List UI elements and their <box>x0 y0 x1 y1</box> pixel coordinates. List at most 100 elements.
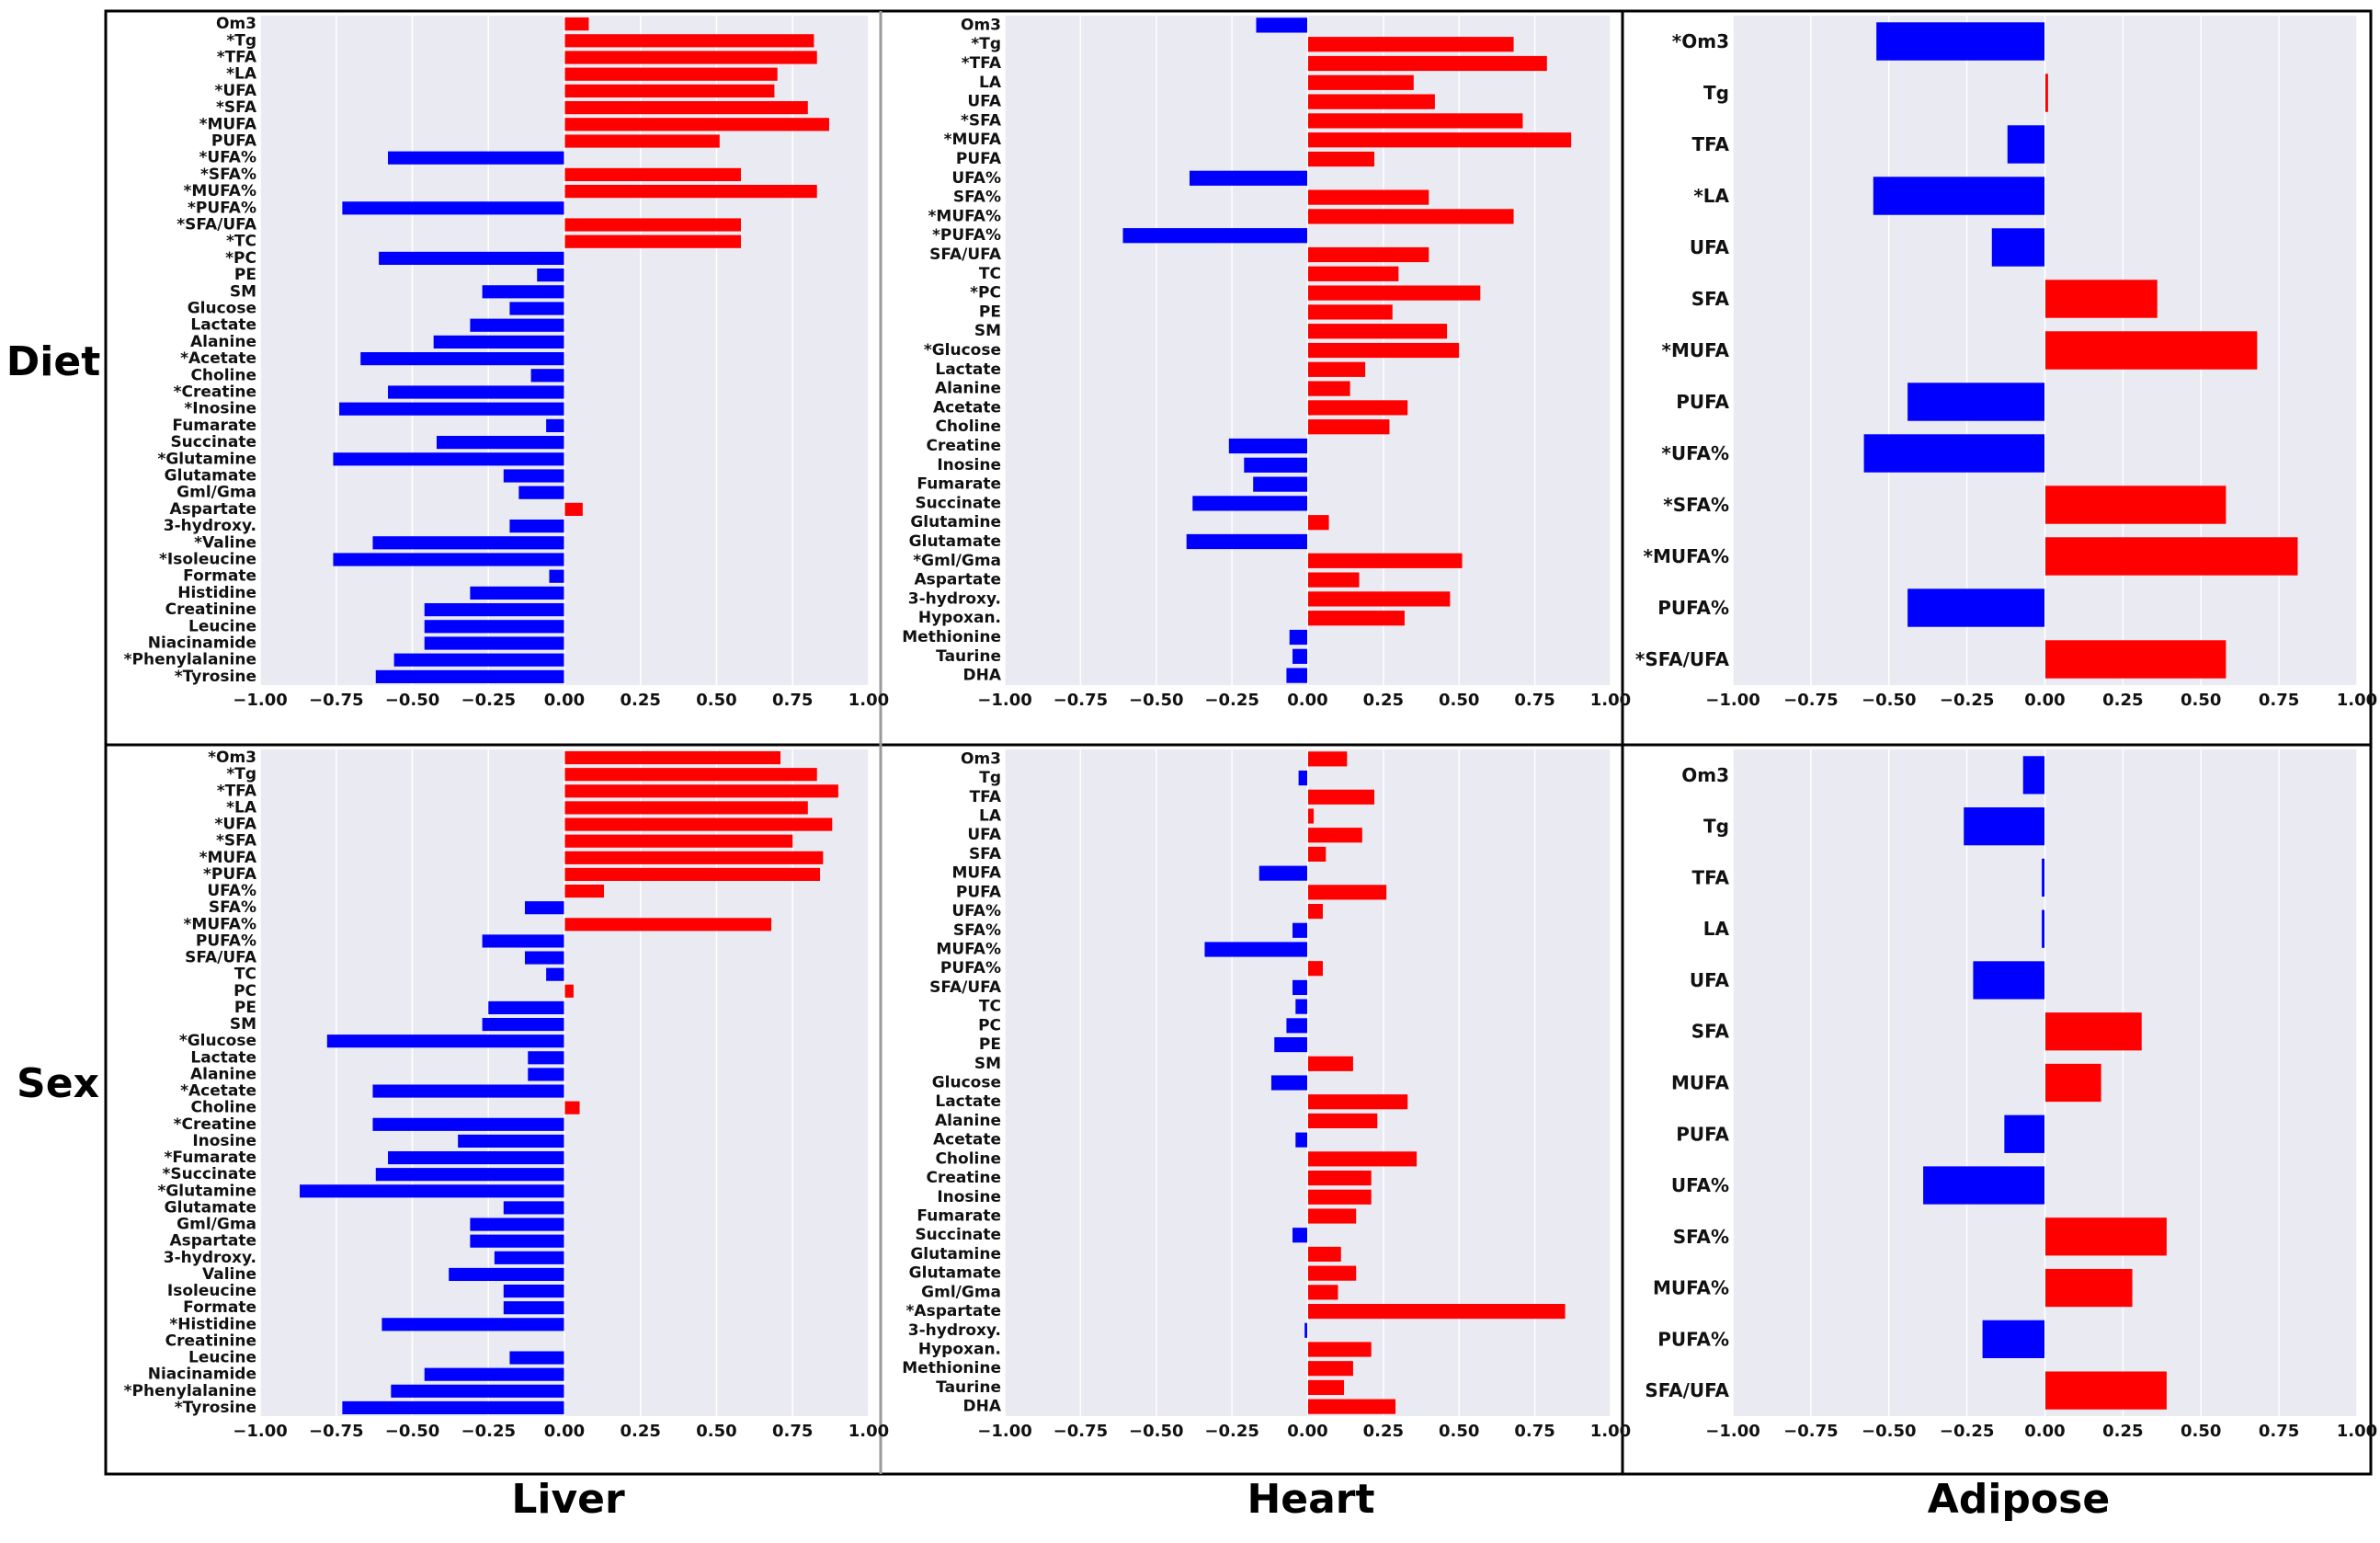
panel-sex-heart-category-label: Glutamine <box>910 1245 1001 1263</box>
panel-sex-liver-bar-sig-glutamine <box>300 1184 564 1198</box>
panel-diet-heart-category-label: LA <box>979 74 1002 92</box>
panel-sex-heart-category-label: LA <box>979 807 1002 826</box>
panel-sex-heart-bar-creatine <box>1307 1170 1372 1186</box>
panel-sex-liver-x-tick-label: 0.25 <box>621 1422 661 1441</box>
panel-diet-heart-bar-lactate <box>1307 361 1366 377</box>
panel-diet-heart-category-label: Succinate <box>915 494 1001 512</box>
panel-sex-liver-category-label: *PUFA <box>203 865 257 884</box>
panel-sex-heart-bar-fumarate <box>1307 1208 1357 1224</box>
panel-diet-heart-category-label: *TFA <box>962 54 1002 73</box>
panel-diet-liver-bar-sig-glutamine <box>333 452 564 466</box>
panel-sex-liver-bar-3-hydroxy <box>494 1251 564 1264</box>
column-label-liver: Liver <box>511 1476 625 1523</box>
panel-sex-liver-category-label: *MUFA <box>199 849 257 867</box>
panel-sex-liver-bar-sig-tyrosine <box>342 1400 564 1415</box>
panel-diet-liver-category-label: *SFA% <box>200 166 256 184</box>
panel-diet-liver-x-tick-label: 0.50 <box>696 691 736 710</box>
panel-diet-liver-bar-succinate <box>436 436 564 450</box>
panel-diet-heart-bar-hypoxan <box>1307 611 1405 626</box>
panel-sex-liver-bar-sig-mufa-pct <box>564 918 772 932</box>
panel-sex-heart-category-label: TFA <box>970 788 1002 806</box>
panel-sex-heart-bar-taurine <box>1307 1379 1345 1396</box>
panel-sex-heart-category-label: SFA% <box>953 921 1001 940</box>
panel-sex-liver-category-label: *Tg <box>226 765 256 783</box>
panel-sex-liver-bar-sig-glucose <box>326 1034 564 1048</box>
panel-sex-heart-bar-inosine <box>1307 1189 1372 1205</box>
panel-diet-adipose-category-label: *MUFA% <box>1644 545 1730 567</box>
panel-sex-heart-x-tick-label: −0.75 <box>1053 1422 1109 1441</box>
panel-sex-heart-category-label: UFA% <box>951 902 1001 920</box>
panel-diet-heart-x-tick-label: 0.00 <box>1287 691 1327 710</box>
panel-sex-heart-category-label: PUFA% <box>940 959 1001 977</box>
panel-sex-heart-bar-lactate <box>1307 1094 1408 1110</box>
panel-sex-adipose-x-tick-label: 0.25 <box>2102 1422 2143 1441</box>
panel-diet-liver-bar-sig-isoleucine <box>333 553 564 566</box>
panel-diet-liver-category-label: *PC <box>225 249 256 268</box>
panel-diet-heart-x-tick-label: 0.75 <box>1514 691 1554 710</box>
panel-sex-liver-bar-formate <box>503 1301 564 1315</box>
panel-diet-heart-category-label: Hypoxan. <box>918 609 1001 627</box>
panel-sex-adipose-bar-sfa <box>2044 1012 2142 1051</box>
panel-diet-heart-category-label: *Tg <box>971 35 1001 53</box>
panel-sex-heart-bar-sfa-pct <box>1292 922 1308 938</box>
panel-diet-liver-x-tick-label: 0.00 <box>544 691 585 710</box>
panel-diet-heart-x-tick-label: 0.25 <box>1363 691 1404 710</box>
panel-diet-liver-bar-sig-pc <box>379 251 564 265</box>
panel-sex-adipose-bar-pufa-pct <box>1982 1320 2045 1358</box>
panel-sex-heart-bar-glutamate <box>1307 1265 1357 1281</box>
panel-diet-heart-bar-pe <box>1307 304 1393 320</box>
panel-sex-heart-category-label: PE <box>979 1035 1001 1054</box>
panel-sex-adipose-category-label: PUFA% <box>1657 1328 1729 1350</box>
panel-diet-adipose-category-label: UFA <box>1690 236 1730 258</box>
panel-sex-heart-category-label: MUFA% <box>936 941 1001 959</box>
panel-diet-heart-category-label: *SFA <box>961 111 1002 130</box>
panel-diet-heart-bar-sig-pufa-pct <box>1122 228 1308 244</box>
panel-diet-heart-bar-3-hydroxy <box>1307 591 1451 607</box>
panel-sex-heart-category-label: Glucose <box>932 1074 1001 1092</box>
panel-sex-liver-bar-sig-fumarate <box>388 1150 564 1165</box>
panel-sex-heart-bar-pufa-pct <box>1307 961 1323 977</box>
panel-diet-liver-bar-alanine <box>433 335 564 349</box>
panel-diet-adipose-bar-sig-mufa-pct <box>2044 537 2298 576</box>
panel-diet-adipose-category-label: *SFA/UFA <box>1635 648 1730 670</box>
panel-diet-liver-bar-leucine <box>424 620 564 634</box>
panel-diet-liver-category-label: *Inosine <box>184 400 256 418</box>
panel-diet-adipose: *Om3 Tg TFA *LA UFA SFA *MUFA PUFA *UFA% *SFA% *MU… <box>1635 16 2377 710</box>
panel-diet-heart-category-label: Taurine <box>936 647 1001 666</box>
panel-diet-adipose-x-tick-label: 0.50 <box>2181 691 2221 710</box>
panel-diet-adipose-bar-ufa <box>1991 228 2045 267</box>
panel-sex-adipose-bar-om3 <box>2022 756 2045 794</box>
panel-sex-heart-bar-pc <box>1286 1018 1308 1034</box>
panel-diet-liver-bar-sig-ufa <box>564 84 775 97</box>
panel-diet-liver-bar-sig-inosine <box>339 402 564 416</box>
panel-sex-heart-x-tick-label: 0.75 <box>1514 1422 1554 1441</box>
panel-sex-liver-bar-alanine <box>528 1068 564 1081</box>
panel-diet-liver-bar-fumarate <box>546 418 564 432</box>
panel-sex-heart-bar-sig-aspartate <box>1307 1303 1566 1320</box>
panel-sex-adipose-x-tick-label: −0.75 <box>1783 1422 1839 1441</box>
panel-sex-heart-bar-mufa-pct <box>1204 942 1308 957</box>
panel-sex-adipose-category-label: MUFA% <box>1653 1277 1729 1299</box>
panel-sex-liver-bar-lactate <box>528 1051 564 1065</box>
panel-diet-heart-bar-sig-pc <box>1307 285 1481 301</box>
panel-diet-adipose-x-tick-label: 0.25 <box>2102 691 2143 710</box>
panel-diet-adipose-category-label: *MUFA <box>1662 339 1730 361</box>
panel-sex-liver-category-label: Formate <box>183 1298 256 1317</box>
panel-diet-heart-category-label: Aspartate <box>914 571 1001 589</box>
panel-diet-liver-bar-niacinamide <box>424 636 564 650</box>
panel-diet-heart-bar-pufa <box>1307 151 1374 167</box>
panel-diet-heart-bar-sig-tg <box>1307 37 1514 52</box>
panel-diet-heart-bar-om3 <box>1256 17 1308 33</box>
panel-sex-heart-category-label: SFA/UFA <box>929 978 1002 997</box>
panel-diet-adipose-category-label: *SFA% <box>1663 494 1729 516</box>
panel-sex-heart-category-label: TC <box>979 998 1001 1016</box>
panel-sex-adipose-category-label: SFA <box>1691 1021 1730 1043</box>
panel-sex-heart-x-tick-label: 0.50 <box>1439 1422 1479 1441</box>
panel-diet-adipose-category-label: PUFA% <box>1657 597 1729 619</box>
panel-diet-adipose-category-label: PUFA <box>1676 391 1729 413</box>
panel-diet-liver-category-label: Lactate <box>190 316 256 335</box>
panel-diet-heart-category-label: SFA% <box>953 189 1001 207</box>
panel-diet-liver-category-label: Aspartate <box>169 500 256 519</box>
panel-diet-heart-category-label: *PUFA% <box>932 226 1001 245</box>
panel-diet-liver-category-label: *UFA <box>214 82 256 100</box>
